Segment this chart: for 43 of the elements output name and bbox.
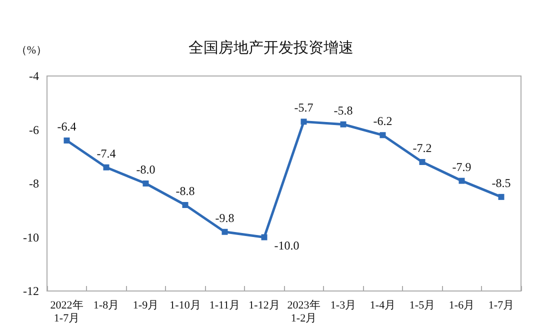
- y-tick-label: -12: [23, 284, 39, 298]
- data-label: -8.8: [176, 184, 195, 198]
- chart-title: 全国房地产开发投资增速: [188, 40, 354, 56]
- y-tick-label: -10: [23, 230, 39, 244]
- x-tick-label: 1-10月: [170, 300, 201, 312]
- data-label: -7.2: [412, 141, 432, 155]
- point: [103, 164, 110, 170]
- point: [380, 132, 386, 138]
- x-tick-label: 1-6月: [448, 300, 475, 312]
- y-tick-label: -4: [29, 69, 39, 83]
- x-tick-label: 1-8月: [93, 300, 120, 312]
- point: [222, 228, 228, 235]
- x-tick-label: 1-11月: [209, 300, 240, 312]
- x-tick-label: 1-9月: [132, 300, 159, 312]
- data-label: -9.8: [215, 210, 234, 225]
- x-tick-label: 2022年 1-7月: [50, 300, 84, 324]
- data-label: -5.8: [334, 103, 353, 118]
- data-label: -5.7: [294, 100, 314, 115]
- data-label: -7.4: [96, 146, 116, 160]
- data-label: -6.2: [373, 114, 392, 128]
- point: [142, 180, 149, 186]
- x-tick-label: 1-4月: [370, 300, 396, 312]
- x-tick-label: 1-12月: [248, 300, 280, 312]
- data-label: -6.4: [57, 120, 76, 134]
- data-label: -7.9: [452, 160, 472, 174]
- y-tick-label: -8: [29, 176, 39, 190]
- x-tick-label: 1-7月: [488, 300, 514, 312]
- data-label: -8.0: [136, 162, 156, 176]
- point: [300, 118, 307, 125]
- point: [419, 159, 426, 165]
- y-axis-title: （%）: [16, 44, 47, 56]
- point: [498, 194, 504, 200]
- point: [64, 138, 70, 144]
- point: [340, 121, 346, 128]
- data-label: -8.5: [492, 176, 511, 190]
- data-label: -10.0: [274, 238, 300, 252]
- y-tick-label: -6: [29, 122, 39, 137]
- point: [261, 234, 268, 240]
- x-tick-label: 1-5月: [409, 300, 436, 312]
- point: [458, 178, 465, 184]
- x-tick-label: 2023年 1-2月: [287, 300, 320, 324]
- point: [182, 202, 188, 208]
- x-tick-label: 1-3月: [330, 300, 356, 312]
